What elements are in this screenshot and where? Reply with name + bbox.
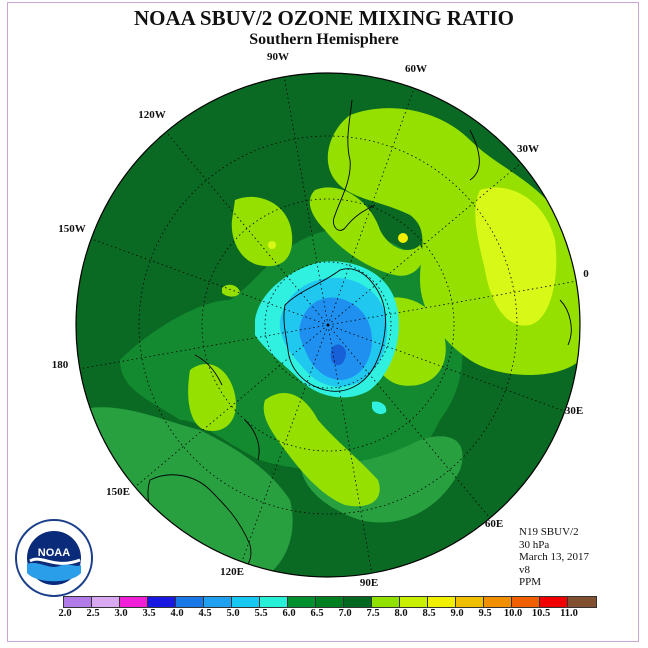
colorbar-tick-label: 6.5 bbox=[310, 608, 324, 619]
latitude-circle bbox=[264, 261, 392, 389]
colorbar-swatch bbox=[568, 597, 596, 607]
map-title: NOAA SBUV/2 OZONE MIXING RATIO bbox=[134, 6, 514, 30]
meridian-line bbox=[165, 131, 329, 326]
meridian-line bbox=[134, 324, 329, 488]
meridian-line bbox=[327, 280, 577, 326]
colorbar-tick-label: 2.5 bbox=[86, 608, 100, 619]
yellow-atlantic bbox=[475, 187, 557, 326]
colorbar-swatch bbox=[176, 597, 204, 607]
ozone-cyan-tail bbox=[372, 401, 387, 415]
colorbar-labels: 2.0 2.5 3.0 3.5 4.0 4.5 5.0 5.5 6.0 6.5 7.0 7.5 8.0 8… bbox=[53, 608, 613, 622]
colorbar-tick-label: 4.5 bbox=[198, 608, 212, 619]
colorbar-swatch bbox=[288, 597, 316, 607]
data-info-block: N19 SBUV/2 30 hPa March 13, 2017 v8 PPM bbox=[519, 526, 589, 589]
longitude-label: 90E bbox=[360, 577, 378, 589]
ozone-dark-blue-zone bbox=[330, 344, 346, 366]
meridian-line bbox=[327, 162, 522, 326]
longitude-label: 60E bbox=[485, 518, 503, 530]
longitude-label: 150W bbox=[58, 223, 86, 235]
unit-label: PPM bbox=[519, 576, 542, 588]
colorbar-tick-label: 4.0 bbox=[170, 608, 184, 619]
meridian-line bbox=[79, 324, 329, 370]
colorbar-swatch bbox=[456, 597, 484, 607]
longitude-label: 120E bbox=[220, 566, 244, 578]
africa-coast bbox=[469, 129, 572, 346]
meridian-line bbox=[91, 238, 329, 326]
longitude-label: 30E bbox=[565, 405, 583, 417]
yellow-green-tasman bbox=[263, 392, 380, 507]
colorbar-tick-label: 5.5 bbox=[254, 608, 268, 619]
colorbar-tick-label: 7.0 bbox=[338, 608, 352, 619]
colorbar-tick-label: 10.5 bbox=[531, 608, 551, 619]
figure-frame bbox=[7, 2, 639, 642]
colorbar-swatch bbox=[484, 597, 512, 607]
colorbar-tick-label: 3.0 bbox=[114, 608, 128, 619]
colorbar-swatch bbox=[428, 597, 456, 607]
yellow-green-australia bbox=[188, 364, 236, 431]
yellow-spot bbox=[398, 233, 408, 243]
colorbar-tick-label: 9.5 bbox=[478, 608, 492, 619]
longitude-label: 120W bbox=[138, 109, 166, 121]
map-subtitle: Southern Hemisphere bbox=[249, 31, 399, 48]
yellow-green-south-america bbox=[309, 187, 424, 276]
meridian-line bbox=[327, 324, 565, 412]
colorbar-tick-label: 9.0 bbox=[450, 608, 464, 619]
antarctica-coast bbox=[283, 268, 386, 392]
colorbar-tick-label: 3.5 bbox=[142, 608, 156, 619]
meridian-line bbox=[327, 324, 373, 574]
noaa-logo: NOAA bbox=[15, 519, 93, 597]
colorbar-swatch bbox=[232, 597, 260, 607]
longitude-label: 30W bbox=[517, 143, 539, 155]
ozone-blue-zone bbox=[299, 297, 372, 380]
colorbar-tick-label: 2.0 bbox=[58, 608, 72, 619]
colorbar-tick-label: 10.0 bbox=[503, 608, 523, 619]
longitude-label: 60W bbox=[405, 63, 427, 75]
colorbar-swatch bbox=[540, 597, 568, 607]
colorbar-swatch bbox=[120, 597, 148, 607]
yellow-spot-small bbox=[268, 241, 276, 249]
globe-outline bbox=[75, 72, 581, 578]
longitude-label: 90W bbox=[267, 51, 289, 63]
colorbar-swatch bbox=[92, 597, 120, 607]
svg-text:NOAA: NOAA bbox=[38, 547, 70, 559]
colorbar-swatch bbox=[64, 597, 92, 607]
yellow-green-pacific-west bbox=[231, 196, 293, 267]
latitude-circle bbox=[201, 198, 455, 452]
colorbar-tick-label: 6.0 bbox=[282, 608, 296, 619]
longitude-labels: 90W 60W 30W 0 30E 60E 90E 120E 150E 180 150W 120W bbox=[52, 51, 590, 589]
colorbar-swatch bbox=[148, 597, 176, 607]
new-zealand-coast bbox=[194, 354, 260, 461]
longitude-label: 150E bbox=[106, 486, 130, 498]
colorbar-swatch bbox=[344, 597, 372, 607]
colorbar-tick-label: 8.0 bbox=[394, 608, 408, 619]
meridian-line bbox=[327, 324, 491, 519]
date-label: March 13, 2017 bbox=[519, 551, 589, 563]
latitude-circle bbox=[138, 135, 518, 515]
colorbar-swatch bbox=[204, 597, 232, 607]
meridian-line bbox=[283, 76, 329, 326]
longitude-label: 180 bbox=[52, 359, 69, 371]
meridian-line bbox=[327, 88, 415, 326]
pressure-level: 30 hPa bbox=[519, 538, 550, 551]
longitude-label: 0 bbox=[583, 268, 589, 280]
colorbar-tick-label: 11.0 bbox=[560, 608, 578, 619]
colorbar-swatch bbox=[260, 597, 288, 607]
colorbar-tick-label: 7.5 bbox=[366, 608, 380, 619]
version-label: v8 bbox=[519, 563, 530, 576]
south-america-coast bbox=[333, 99, 376, 231]
colorbar bbox=[63, 596, 597, 608]
colorbar-swatch bbox=[372, 597, 400, 607]
graticule bbox=[79, 76, 577, 574]
colorbar-swatch bbox=[400, 597, 428, 607]
colorbar-swatch bbox=[512, 597, 540, 607]
colorbar-swatch bbox=[316, 597, 344, 607]
satellite-label: N19 SBUV/2 bbox=[519, 526, 579, 538]
meridian-line bbox=[241, 324, 329, 562]
colorbar-tick-label: 8.5 bbox=[422, 608, 436, 619]
colorbar-tick-label: 5.0 bbox=[226, 608, 240, 619]
